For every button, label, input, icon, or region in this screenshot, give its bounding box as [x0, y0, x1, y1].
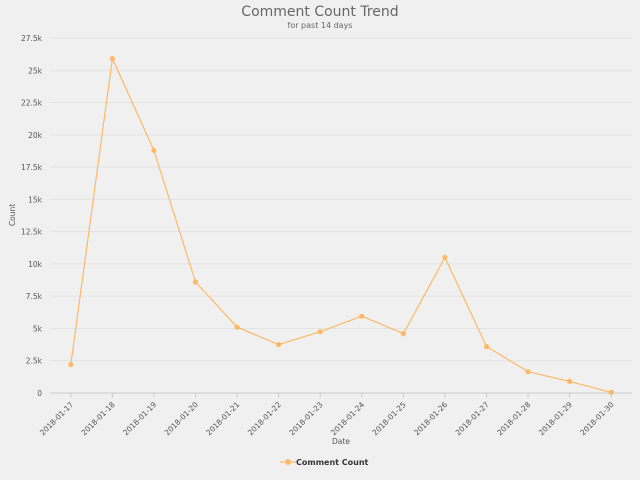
- data-point[interactable]: [234, 324, 240, 330]
- legend[interactable]: Comment Count: [280, 458, 369, 467]
- y-tick-label: 20k: [28, 131, 43, 140]
- y-tick-label: 5k: [33, 324, 43, 333]
- data-point[interactable]: [608, 389, 614, 395]
- y-tick-label: 12.5k: [21, 228, 43, 237]
- y-tick-label: 17.5k: [21, 163, 43, 172]
- data-point[interactable]: [359, 313, 365, 319]
- chart-subtitle: for past 14 days: [288, 21, 353, 30]
- x-axis-label: Date: [332, 437, 350, 446]
- x-tick-label: 2018-01-17: [38, 400, 75, 437]
- x-tick-label: 2018-01-30: [578, 400, 615, 437]
- x-tick-label: 2018-01-25: [371, 400, 408, 437]
- x-tick-label: 2018-01-29: [537, 400, 574, 437]
- x-tick-label: 2018-01-28: [495, 400, 532, 437]
- data-point[interactable]: [442, 254, 448, 261]
- x-tick-label: 2018-01-24: [329, 400, 366, 437]
- y-tick-label: 27.5k: [21, 34, 43, 43]
- y-tick-label: 22.5k: [21, 99, 43, 108]
- data-point[interactable]: [151, 147, 157, 153]
- y-axis-label: Count: [8, 204, 17, 226]
- x-axis-ticks: 2018-01-17 2018-01-18 2018-01-19 2018-01-20…: [38, 393, 616, 437]
- series-line: [70, 56, 612, 393]
- x-tick-label: 2018-01-23: [287, 400, 324, 437]
- y-tick-label: 2.5k: [26, 357, 43, 366]
- gridlines: [50, 37, 632, 362]
- data-point[interactable]: [109, 56, 115, 62]
- legend-marker: [285, 459, 291, 465]
- y-tick-label: 15k: [28, 195, 43, 204]
- y-axis-ticks: 0 2.5k 5k 7.5k 10k 12.5k 15k 17.5k 20k 22.5k 25k 27…: [21, 34, 43, 398]
- x-tick-label: 2018-01-26: [412, 400, 449, 437]
- y-tick-label: 10k: [28, 260, 43, 269]
- x-tick-label: 2018-01-27: [454, 400, 491, 437]
- x-tick-label: 2018-01-18: [80, 400, 117, 437]
- chart-title: Comment Count Trend: [241, 4, 398, 20]
- data-point[interactable]: [483, 343, 490, 350]
- data-point[interactable]: [525, 369, 531, 375]
- legend-label: Comment Count: [296, 458, 369, 467]
- x-tick-label: 2018-01-20: [163, 400, 200, 437]
- data-point[interactable]: [192, 279, 199, 285]
- x-tick-label: 2018-01-21: [204, 400, 241, 437]
- y-tick-label: 0: [37, 389, 42, 398]
- x-tick-label: 2018-01-19: [121, 400, 158, 437]
- y-tick-label: 25k: [28, 66, 43, 75]
- data-point[interactable]: [68, 362, 74, 368]
- data-point[interactable]: [567, 378, 573, 384]
- series-comment-count: [68, 56, 614, 395]
- data-point[interactable]: [317, 329, 323, 335]
- y-tick-label: 7.5k: [26, 292, 43, 301]
- data-point[interactable]: [400, 331, 406, 337]
- x-tick-label: 2018-01-22: [246, 400, 283, 437]
- data-point[interactable]: [276, 341, 282, 348]
